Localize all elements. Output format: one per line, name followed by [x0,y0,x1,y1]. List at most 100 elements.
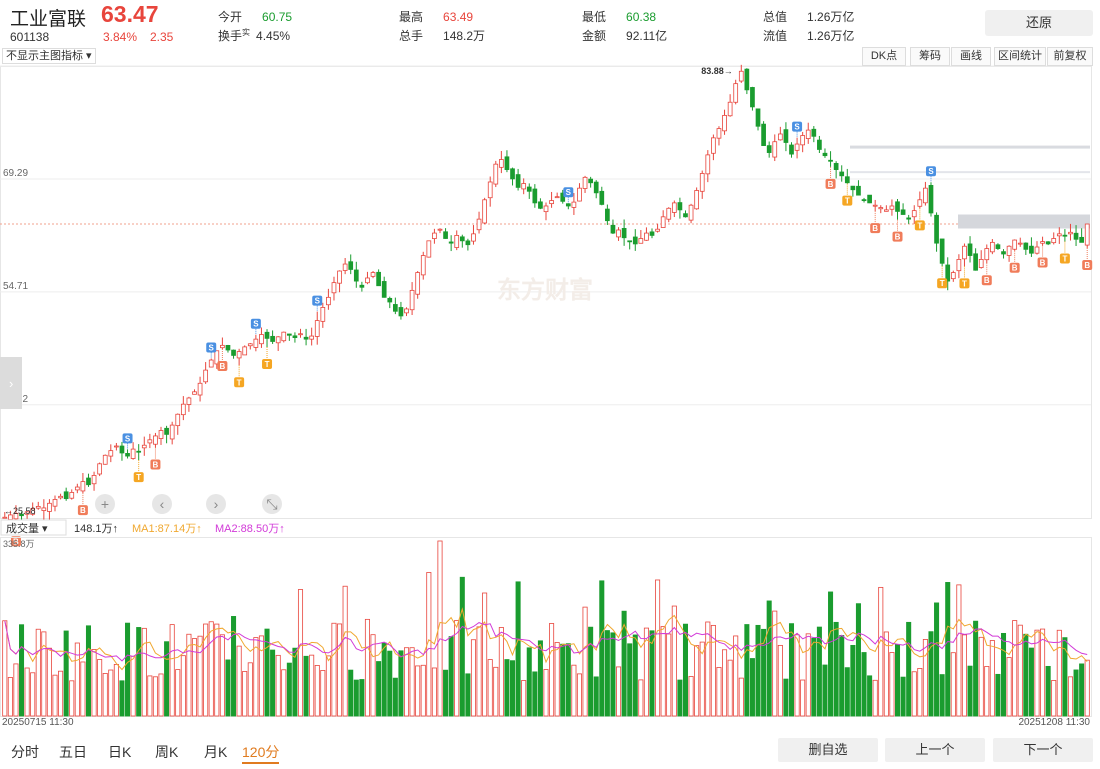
candle-body [13,512,19,520]
volume-bar [236,645,242,717]
candle-body [365,277,370,284]
volume-bar [805,633,811,717]
period-tab-1[interactable]: 五日 [59,744,87,760]
signal-label: B [984,276,990,285]
volume-bar [549,623,555,717]
draw-line-button[interactable]: 画线 [951,47,991,66]
next-stock-button[interactable]: 下一个 [993,738,1093,762]
candle-body [671,202,677,213]
period-tab-0[interactable]: 分时 [11,744,39,760]
signal-badge [959,278,970,289]
candle-body [984,248,990,261]
signal-badge [217,361,228,372]
candle-body [1017,242,1023,245]
candle-body [1023,242,1029,250]
volume-bar [80,661,86,717]
signal-badge [914,220,925,231]
volume-indicator-select[interactable] [0,519,67,536]
restore-button[interactable]: 还原 [985,10,1093,36]
stat-value: 92.11亿 [626,29,668,43]
pre-adjust-button[interactable]: 前复权 [1047,47,1093,66]
delete-watchlist-button[interactable]: 删自选 [778,738,878,762]
volume-bar [984,666,990,717]
candle-body [125,453,130,457]
chevron-left-icon[interactable]: ‹ [152,494,172,514]
candle-body [80,481,86,492]
volume-bar [476,626,482,717]
volume-bar [883,631,889,717]
collapse-icon[interactable]: ⤡ [262,494,282,514]
candle-body [1045,241,1051,245]
candle-body [130,448,136,459]
candle-body [995,244,1001,249]
candle-body [353,269,359,282]
signal-badge [150,459,161,470]
volume-bar [219,634,225,717]
volume-bar [314,665,320,717]
indicator-select[interactable]: 不显示主图指标 ▾ [2,48,96,64]
resistance-band [850,171,1090,174]
candle-body [766,145,772,153]
candle-body [208,359,214,368]
volume-bar [1067,676,1073,717]
period-tab-2[interactable]: 日K [108,744,132,760]
stat-label: 今开 [218,10,243,24]
volume-bar [632,634,638,717]
candle-body [97,463,102,475]
signal-label: S [209,343,215,352]
volume-bar [666,633,672,717]
chips-button[interactable]: 筹码 [910,47,950,66]
volume-bar [816,626,822,717]
stat-value: 63.49 [443,10,474,24]
volume-bar [46,647,52,717]
volume-bar [2,620,8,717]
volume-bar [376,661,382,717]
period-tab-4[interactable]: 月K [204,744,228,760]
volume-bar [30,672,36,717]
volume-bar [950,652,956,717]
signal-label: S [253,320,259,329]
signal-badge [1009,262,1020,273]
stat-sup: 实 [242,28,251,37]
volume-bar [839,635,845,717]
signal-label: T [962,279,967,288]
candle-body [850,185,856,191]
candle-body [549,200,554,205]
volume-bar [599,580,605,717]
volume-bar [671,605,677,717]
dk-point-button[interactable]: DK点 [862,47,906,66]
candle-body [956,259,962,272]
period-tab-5[interactable]: 120分 [242,742,280,764]
volume-bar [911,671,917,717]
volume-bar [1000,632,1007,717]
candle-body [398,307,404,317]
volume-bar [800,679,806,717]
volume-bar [532,671,538,717]
stat-4: 最低 60.38 [582,8,656,25]
ma2-line [4,620,1088,662]
volume-bar [1045,665,1051,717]
volume-bars-group [2,540,1090,717]
chevron-right-icon[interactable]: › [206,494,226,514]
volume-bar [571,664,577,717]
candle-body [47,502,52,512]
add-icon[interactable]: + [95,494,115,514]
volume-bar [309,654,315,717]
prev-stock-button[interactable]: 上一个 [885,738,985,762]
candle-body [928,185,934,214]
period-tab-3[interactable]: 周K [155,744,179,760]
volume-bar [91,649,97,717]
volume-bar [889,652,895,717]
volume-bar [448,636,454,717]
sidebar-expand-tab[interactable]: › [0,357,22,409]
range-stats-button[interactable]: 区间统计 [994,47,1046,66]
candle-body [789,144,794,155]
volume-bar [643,627,649,717]
volume-bar [945,582,951,717]
signal-label: B [153,461,159,470]
volume-bar [152,676,158,717]
signal-label: B [219,362,225,371]
resistance-band [958,214,1090,229]
candle-body [186,397,192,405]
